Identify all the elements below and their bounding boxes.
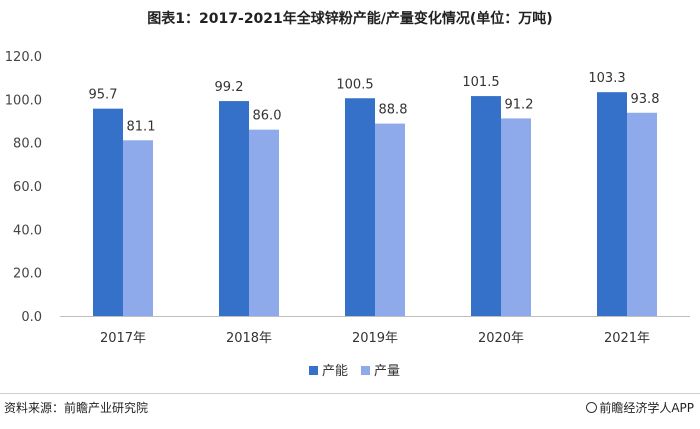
legend-swatch [361,366,370,375]
data-label: 100.5 [336,77,373,92]
bar-capacity [597,92,627,316]
data-label: 88.8 [379,103,408,118]
app-credit: 前瞻经济学人APP [586,399,694,416]
y-tick-label: 120.0 [5,50,42,65]
legend-label: 产能 [322,364,348,379]
bar-output [123,140,153,316]
x-axis: 2017年 2018年 2019年 2020年 2021年 [60,316,690,346]
data-label: 101.5 [462,75,499,90]
bar-output [501,118,531,317]
source-note: 资料来源：前瞻产业研究院 [4,401,149,415]
x-tick-label: 2017年 [100,331,146,346]
x-tick-label: 2020年 [478,331,524,346]
bar-output [627,112,657,317]
legend-label: 产量 [374,364,400,379]
bar-chart: 0.0 20.0 40.0 60.0 80.0 100.0 120.0 95.7 81.1 99… [5,50,690,379]
bar-capacity [93,108,123,317]
chart-title: 图表1：2017-2021年全球锌粉产能/产量变化情况(单位：万吨) [147,11,553,27]
legend: 产能 产量 [309,364,400,379]
data-label: 93.8 [631,92,660,107]
y-tick-label: 20.0 [13,267,42,282]
y-tick-label: 60.0 [13,180,42,195]
x-tick-label: 2021年 [604,331,650,346]
footer-divider [0,393,700,394]
data-label: 95.7 [89,88,118,103]
data-label: 99.2 [215,80,244,95]
data-label: 86.0 [253,109,282,124]
data-label: 81.1 [127,119,156,134]
app-logo-icon [586,402,598,413]
app-credit-text: 前瞻经济学人APP [599,401,694,415]
bar-output [375,123,405,316]
y-tick-label: 40.0 [13,223,42,238]
bar-output [249,129,279,316]
x-tick-label: 2018年 [226,331,272,346]
y-tick-label: 100.0 [5,93,42,108]
bar-capacity [345,98,375,316]
bar-capacity [219,101,249,316]
data-label: 91.2 [505,97,534,112]
bar-capacity [471,96,501,316]
legend-swatch [309,366,318,375]
y-axis: 0.0 20.0 40.0 60.0 80.0 100.0 120.0 [5,50,42,325]
bars: 95.7 81.1 99.2 86.0 100.5 88.8 101.5 91.2 103.3 9… [89,71,660,317]
x-tick-label: 2019年 [352,331,398,346]
y-tick-label: 80.0 [13,137,42,152]
data-label: 103.3 [588,71,625,86]
y-tick-label: 0.0 [21,310,42,325]
